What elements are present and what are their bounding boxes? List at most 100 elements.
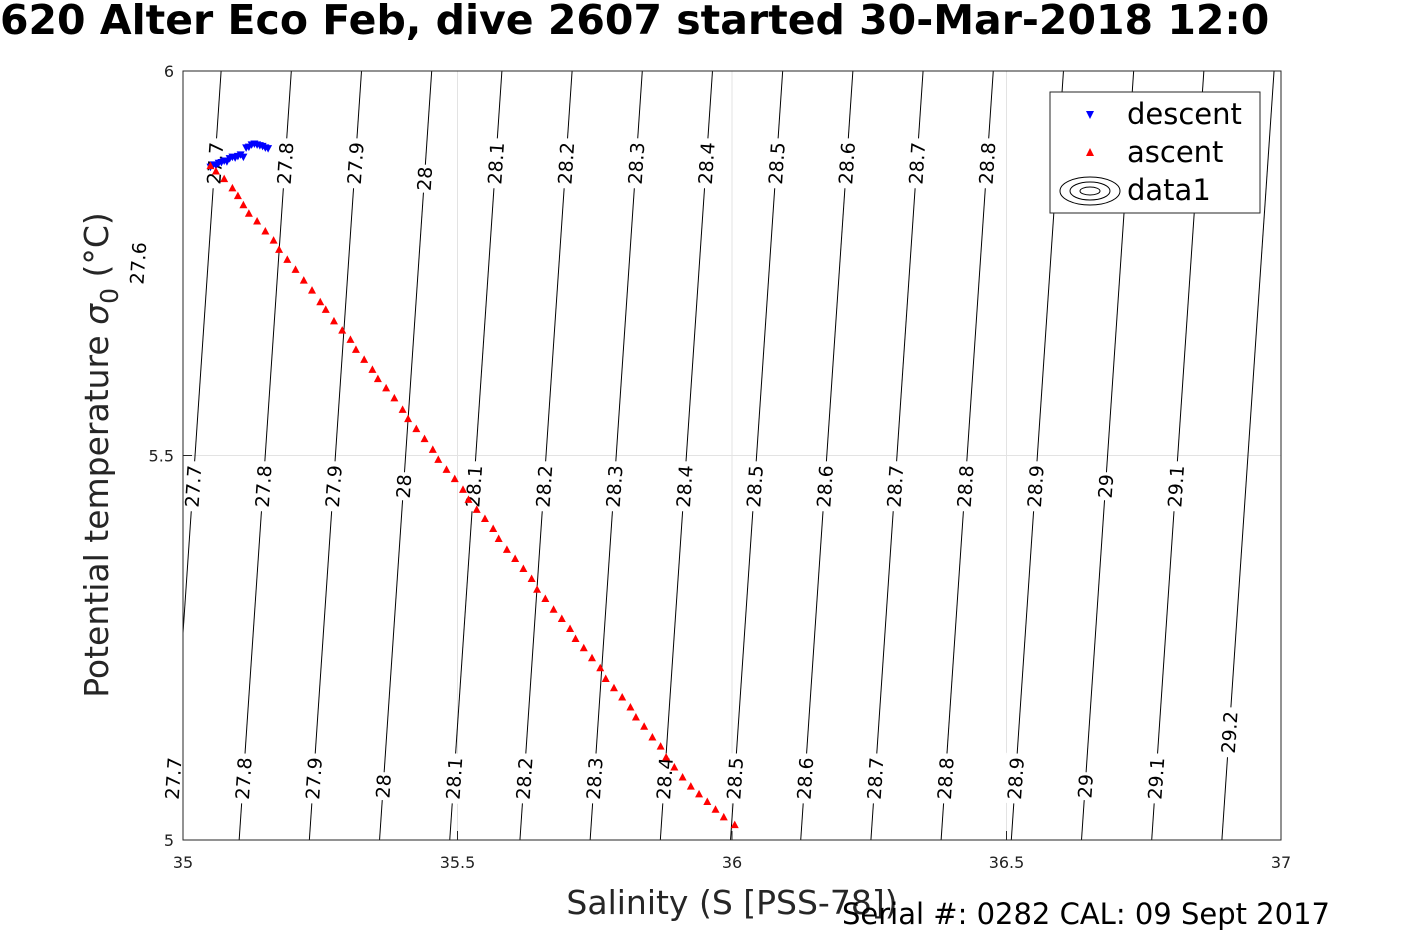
contour-label-bg <box>180 460 206 512</box>
contour-label-bg <box>511 752 537 805</box>
ascent-point <box>308 286 317 294</box>
ascent-point <box>579 643 588 652</box>
contour-label-bg <box>623 137 649 189</box>
contour-labels: 27.6 27.7 27.8 27.9 28 28.1 28.2 28.3 28.4 28.5 28… <box>125 137 1243 805</box>
ascent-point <box>541 594 550 603</box>
contour-label-bg <box>1022 460 1048 512</box>
ascent-point <box>686 782 695 790</box>
contour-label: 28.1 <box>441 752 467 805</box>
contour-label: 28.2 <box>511 752 538 805</box>
contour-label-text: 28.8 <box>934 757 959 801</box>
contour-label: 28.1 <box>482 137 509 189</box>
ascent-point <box>489 524 498 533</box>
ascent-point <box>434 455 443 463</box>
contour-label-text: 27.9 <box>302 757 327 801</box>
contour-label-text: 28 <box>414 166 438 192</box>
contour-label-text: 28.2 <box>554 141 579 185</box>
ascent-point <box>695 789 704 798</box>
ascent-point <box>382 383 391 392</box>
legend-descent-marker <box>1086 111 1094 119</box>
ascent-point <box>588 653 597 662</box>
ascent-point <box>275 245 284 253</box>
contour-label-text: 27.6 <box>126 241 151 285</box>
contour-label: 27.9 <box>320 460 347 512</box>
contour-label-bg <box>651 752 678 805</box>
descent-point <box>264 145 273 153</box>
contour-label-bg <box>1093 471 1118 501</box>
contour-label: 27.7 <box>160 752 187 805</box>
contour-label: 29 <box>1093 471 1118 501</box>
x-tick-label: 35 <box>173 853 193 872</box>
contour-label: 29.1 <box>1163 460 1189 512</box>
contour-label: 28.9 <box>1002 752 1029 805</box>
ascent-point <box>291 265 300 273</box>
contour-label: 28.5 <box>722 752 748 805</box>
contour-label-text: 28.7 <box>905 141 930 185</box>
contour-label-bg <box>250 460 276 512</box>
contour-label-bg <box>763 137 790 189</box>
ascent-point <box>228 183 237 192</box>
contour-label: 27.7 <box>180 460 206 512</box>
contour-label-text: 27.8 <box>274 141 299 185</box>
contour-label: 28.6 <box>812 460 838 512</box>
contour-label-text: 27.9 <box>344 141 369 185</box>
contour-label-text: 27.7 <box>162 757 187 801</box>
contour-label-text: 28.7 <box>883 464 908 508</box>
contour-label-bg <box>553 137 579 189</box>
contour-label-text: 28.2 <box>533 464 558 508</box>
legend-contour-icon <box>1059 176 1121 206</box>
ascent-point <box>494 534 503 543</box>
contour-label-bg <box>1163 460 1189 512</box>
contour-label: 29.2 <box>1216 706 1243 759</box>
contour-label: 27.9 <box>300 752 327 805</box>
ascent-point <box>549 605 558 613</box>
isopycnal-line <box>379 70 433 841</box>
ascent-point <box>557 614 566 623</box>
contour-label-text: 28.1 <box>484 141 509 185</box>
legend-ascent-marker <box>1086 148 1094 156</box>
contour-label: 29 <box>1073 771 1098 801</box>
contour-label-bg <box>722 752 748 805</box>
x-tick-label: 36.5 <box>989 853 1025 872</box>
legend-data1-label: data1 <box>1127 173 1211 207</box>
y-tick-label: 5 <box>164 831 174 850</box>
legend: descent ascent data1 <box>1049 91 1261 214</box>
contour-label-text: 28.3 <box>583 757 608 801</box>
ascent-point <box>269 236 278 244</box>
ascent-point <box>719 812 728 821</box>
ascent-point <box>596 663 605 672</box>
y-axis-label-text: Potential temperature <box>77 325 116 698</box>
ascent-point <box>502 545 511 553</box>
contour-label-bg <box>601 460 627 512</box>
ascent-point <box>316 297 325 306</box>
contour-label-bg <box>371 771 396 801</box>
isopycnal-line <box>589 70 643 841</box>
figure-title: 620 Alter Eco Feb, dive 2607 started 30-… <box>0 0 1270 44</box>
contour-label: 28 <box>391 471 416 501</box>
isopycnal-line <box>940 70 994 841</box>
y-axis-label-sigma: σ <box>77 303 116 325</box>
ascent-point <box>428 445 437 453</box>
ascent-point <box>464 495 473 503</box>
x-tick-label: 37 <box>1271 853 1291 872</box>
x-tick-label: 36 <box>722 853 742 872</box>
contour-label-bg <box>1143 752 1169 805</box>
ascent-point <box>472 505 481 513</box>
ascent-point <box>678 772 687 781</box>
ascent-point <box>299 276 308 284</box>
contour-label-bg <box>391 471 416 501</box>
contour-label-bg <box>812 460 838 512</box>
contour-label: 28.6 <box>833 137 860 189</box>
contour-label: 28.2 <box>553 137 579 189</box>
contour-label: 29.1 <box>1143 752 1169 805</box>
contour-label: 27.6 <box>125 237 151 289</box>
contour-label: 28.8 <box>932 752 959 805</box>
contour-label-text: 28.3 <box>603 464 628 508</box>
ascent-point <box>640 722 649 730</box>
contour-label: 27.8 <box>272 137 299 189</box>
ascent-point <box>519 564 528 573</box>
contour-label-text: 28.9 <box>1024 464 1049 508</box>
contour-label-bg <box>300 752 327 805</box>
contour-label-bg <box>904 137 930 189</box>
ascent-point <box>206 161 215 170</box>
